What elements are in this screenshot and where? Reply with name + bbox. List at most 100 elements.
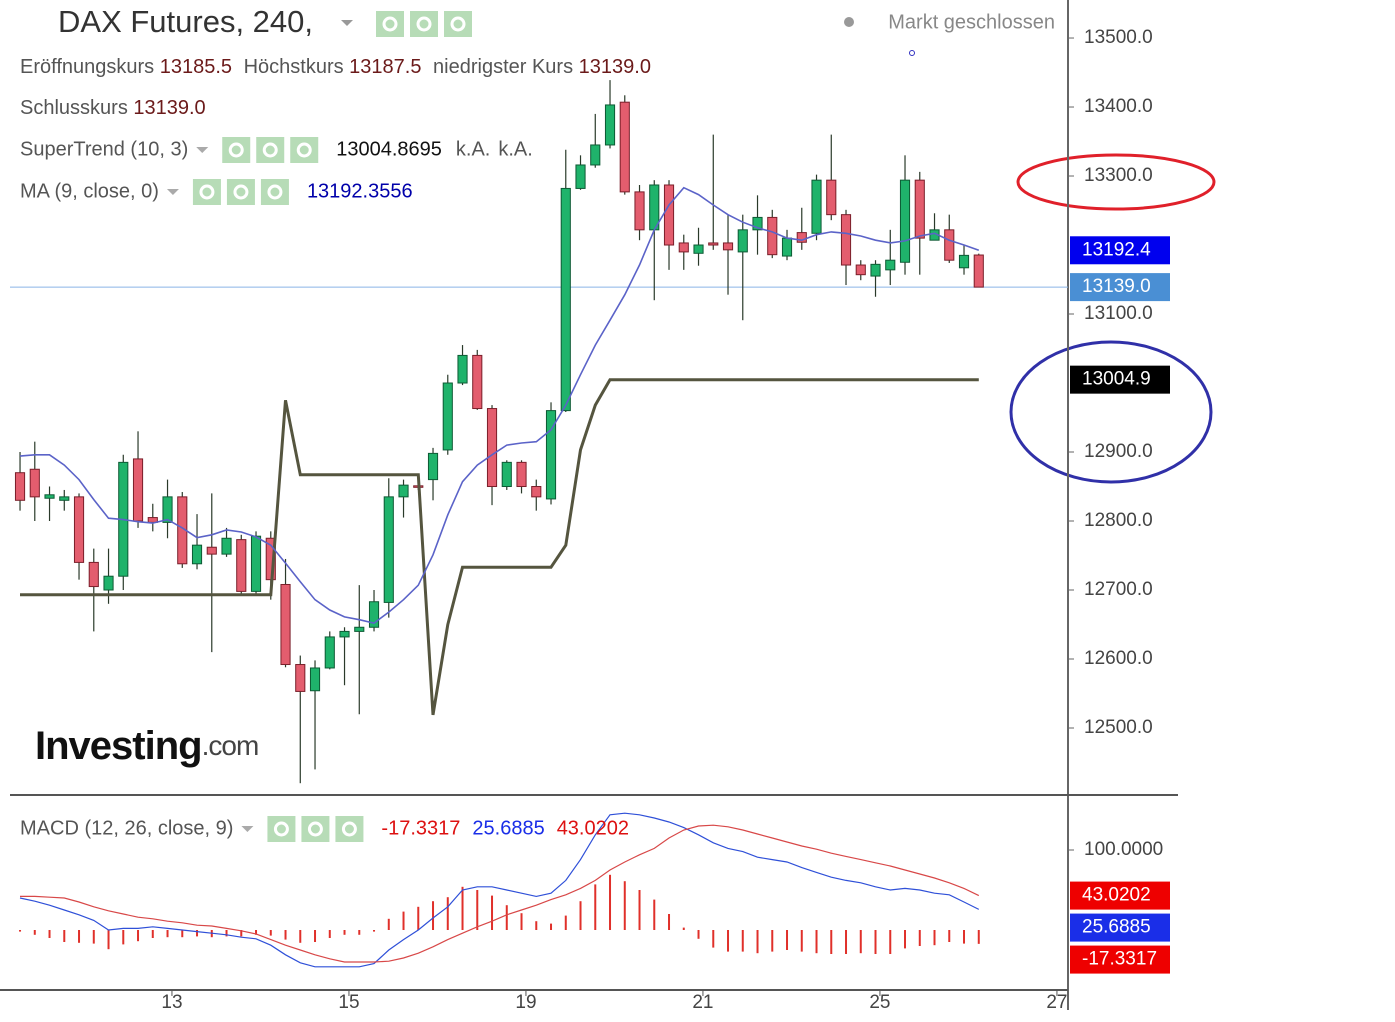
y-tick-label: 100.0000 <box>1084 839 1163 860</box>
candle-body <box>398 484 409 498</box>
dropdown-caret[interactable] <box>166 189 179 195</box>
candle-body <box>678 242 689 253</box>
ohlc-value: 13139.0 <box>579 56 651 78</box>
x-tick-label: 25 <box>869 992 890 1013</box>
price-tag <box>1070 365 1170 394</box>
candle-body <box>545 410 557 500</box>
candle-body <box>442 382 453 451</box>
ohlc-value: 13185.5 <box>160 56 232 78</box>
marker <box>909 50 915 56</box>
price-tag <box>1070 881 1170 910</box>
candle-body <box>250 535 262 592</box>
icon-box <box>222 137 251 163</box>
logo-suffix: .com <box>202 730 259 761</box>
candle-body <box>191 544 203 565</box>
candle-body <box>132 458 144 522</box>
ohlc-label: niedrigster Kurs <box>433 56 573 78</box>
icon-glyph <box>341 821 357 837</box>
icon-glyph <box>267 184 283 200</box>
candle-body <box>560 187 571 412</box>
candle-body <box>796 232 807 243</box>
legend-icon[interactable] <box>410 11 438 37</box>
dropdown-caret[interactable] <box>196 147 209 153</box>
candle-body <box>486 408 498 488</box>
legend-extra: k.A. <box>498 138 532 160</box>
candle-body <box>88 561 99 588</box>
market-status: Markt geschlossen <box>888 11 1055 33</box>
legend-icon[interactable] <box>226 179 255 205</box>
icon-box <box>290 137 319 163</box>
candle-body <box>663 184 675 246</box>
candle-body <box>29 468 40 498</box>
ohlc-label: Eröffnungskurs <box>20 56 154 78</box>
candle-body <box>103 575 114 591</box>
icon-box <box>301 816 330 842</box>
y-tick-label: 12900.0 <box>1084 441 1153 462</box>
logo-brand: Investing <box>35 724 202 768</box>
legend-value: 43.0202 <box>557 817 629 839</box>
ohlc-label: Höchstkurs <box>244 56 344 78</box>
icon-box <box>260 179 289 205</box>
legend-icon[interactable] <box>260 179 289 205</box>
icon-glyph <box>382 16 398 32</box>
price-tag <box>1070 945 1170 974</box>
candle-body <box>44 494 55 499</box>
ohlc-value: 13187.5 <box>349 56 421 78</box>
dropdown-caret[interactable] <box>241 826 254 832</box>
candle-body <box>383 496 394 603</box>
legend-icon[interactable] <box>222 137 251 163</box>
icon-box <box>226 179 255 205</box>
legend-icon[interactable] <box>192 179 221 205</box>
icon-glyph <box>262 142 278 158</box>
legend-icon[interactable] <box>376 11 404 37</box>
x-tick-label: 13 <box>161 992 182 1013</box>
ohlc-label: Schlusskurs <box>20 97 128 119</box>
candle-body <box>324 636 335 669</box>
x-tick-label: 15 <box>338 992 359 1013</box>
icon-glyph <box>273 821 289 837</box>
candle-body <box>604 104 616 146</box>
legend-icon[interactable] <box>444 11 472 37</box>
ohlc-value: 13139.0 <box>133 97 205 119</box>
candle-body <box>516 461 527 488</box>
candle-body <box>973 254 984 288</box>
candle-body <box>472 354 483 410</box>
y-tick-label: 12500.0 <box>1084 717 1153 738</box>
candle-body <box>162 496 173 523</box>
legend-icon[interactable] <box>301 816 330 842</box>
candle-body <box>634 191 645 231</box>
candle-body <box>944 229 955 261</box>
price-tag <box>1070 273 1170 302</box>
icon-glyph <box>233 184 249 200</box>
icon-glyph <box>450 16 466 32</box>
candle-body <box>722 242 734 251</box>
legend-value: 13004.8695 <box>336 138 442 160</box>
macd-tag: -17.3317 <box>1082 949 1157 970</box>
icon-glyph <box>307 821 323 837</box>
candle-body <box>855 264 866 276</box>
candle-body <box>309 667 321 692</box>
legend-icon[interactable] <box>290 137 319 163</box>
icon-glyph <box>416 16 432 32</box>
x-tick-label: 21 <box>692 992 713 1013</box>
dropdown-caret[interactable] <box>341 20 353 26</box>
legend-icon[interactable] <box>335 816 364 842</box>
candle-body <box>427 452 439 481</box>
candle-body <box>885 259 896 271</box>
icon-box <box>444 11 472 37</box>
ohlc-row: Schlusskurs 13139.0 <box>20 97 206 119</box>
candle-body <box>236 539 247 592</box>
candle-body <box>339 630 350 638</box>
candle-body <box>737 229 748 253</box>
annotation-ellipse <box>1009 340 1213 484</box>
candle-body <box>368 601 380 628</box>
annotation-ellipse <box>1016 153 1216 211</box>
legend-icon[interactable] <box>256 137 285 163</box>
legend-icon[interactable] <box>267 816 296 842</box>
indicator-line <box>20 378 979 716</box>
candle-body <box>781 237 793 257</box>
icon-box <box>192 179 221 205</box>
price-tag <box>1070 913 1170 942</box>
